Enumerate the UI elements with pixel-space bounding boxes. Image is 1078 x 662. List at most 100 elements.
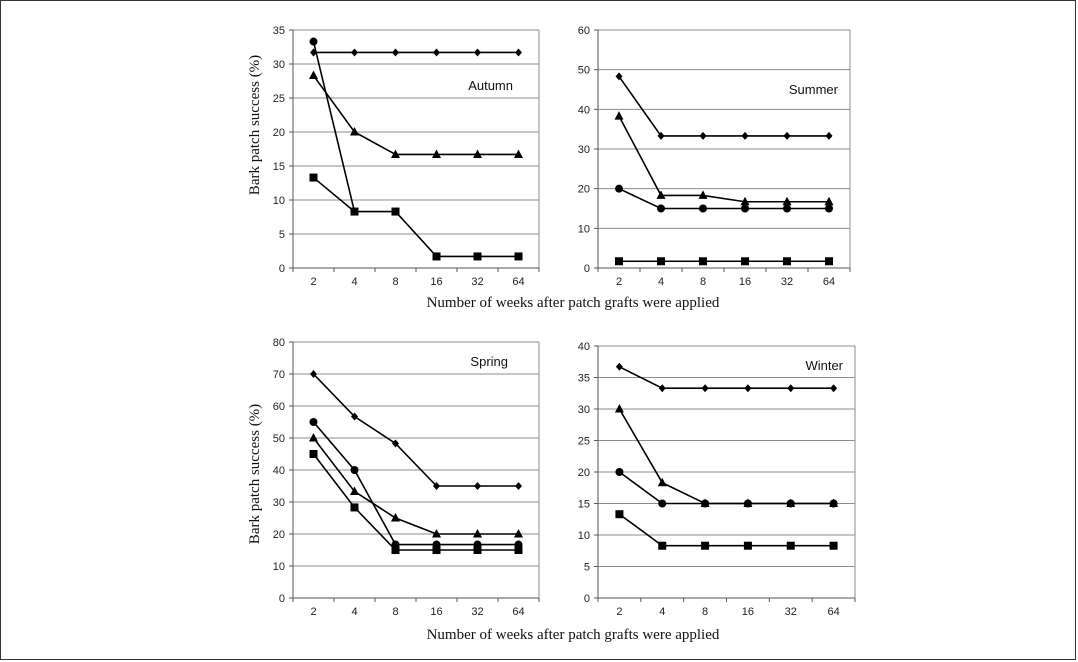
y-tick-label: 40 <box>578 341 590 353</box>
x-tick-label: 32 <box>781 276 793 288</box>
series-square <box>615 257 833 266</box>
data-point-circle <box>825 204 833 213</box>
series-diamond <box>615 362 838 393</box>
y-tick-label: 35 <box>273 25 285 37</box>
x-tick-label: 2 <box>310 606 316 618</box>
series-triangle <box>614 404 839 507</box>
x-tick-label: 4 <box>351 276 357 288</box>
data-point-square <box>514 546 523 554</box>
data-point-square <box>391 546 400 554</box>
series-circle <box>615 184 833 213</box>
x-tick-label: 2 <box>310 276 316 288</box>
series-square <box>615 510 838 550</box>
data-point-diamond <box>830 384 838 393</box>
y-tick-label: 80 <box>273 337 285 349</box>
data-point-circle <box>350 466 359 474</box>
data-point-triangle <box>473 149 482 158</box>
data-point-square <box>391 207 400 216</box>
x-tick-label: 16 <box>430 276 442 288</box>
data-point-triangle <box>432 529 441 538</box>
series-line <box>618 471 834 505</box>
x-tick-label: 8 <box>392 276 398 288</box>
series-square <box>309 450 523 554</box>
x-tick-label: 4 <box>658 276 664 288</box>
data-point-diamond <box>787 384 795 393</box>
data-point-square <box>783 257 791 266</box>
series-line <box>312 176 519 258</box>
data-point-circle <box>658 499 667 508</box>
data-point-triangle <box>473 529 482 538</box>
series-triangle <box>614 111 834 206</box>
data-point-square <box>514 252 523 261</box>
season-title: Autumn <box>468 78 513 93</box>
y-tick-label: 10 <box>273 561 285 573</box>
y-tick-label: 20 <box>578 184 590 196</box>
data-point-square <box>615 510 624 519</box>
data-point-square <box>432 252 441 261</box>
data-point-triangle <box>391 513 400 522</box>
data-point-triangle <box>309 70 318 80</box>
data-point-circle <box>701 499 710 508</box>
data-point-diamond <box>433 482 440 490</box>
y-tick-label: 40 <box>273 465 285 477</box>
data-point-diamond <box>657 131 665 140</box>
data-point-diamond <box>615 362 623 371</box>
data-point-square <box>701 541 710 550</box>
data-point-diamond <box>699 131 707 140</box>
data-point-square <box>658 541 667 550</box>
series-diamond <box>310 48 522 57</box>
data-point-triangle <box>614 111 624 120</box>
y-tick-label: 30 <box>273 497 285 509</box>
y-tick-label: 0 <box>584 593 590 605</box>
data-point-diamond <box>392 439 399 448</box>
data-point-square <box>829 541 838 550</box>
y-tick-label: 50 <box>578 65 590 77</box>
x-tick-label: 64 <box>512 606 524 618</box>
data-point-square <box>825 257 833 266</box>
series-line <box>312 75 519 156</box>
data-point-square <box>786 541 795 550</box>
data-point-triangle <box>657 477 667 487</box>
data-point-circle <box>743 499 752 508</box>
data-point-triangle <box>514 149 523 158</box>
data-point-square <box>350 207 359 216</box>
chart-summer: 0 10 20 30 40 50 60 2 4 8 16 32 64 Summer <box>578 25 851 288</box>
y-tick-label: 70 <box>273 369 285 381</box>
y-tick-label: 5 <box>584 562 590 574</box>
data-point-square <box>699 257 707 266</box>
series-triangle <box>309 433 523 538</box>
series-line <box>618 408 834 505</box>
data-point-circle <box>699 204 707 213</box>
y-tick-label: 60 <box>273 401 285 413</box>
series-line <box>312 421 519 546</box>
y-tick-label: 20 <box>273 127 285 139</box>
x-tick-label: 64 <box>823 276 835 288</box>
data-point-diamond <box>515 482 522 490</box>
data-point-diamond <box>310 370 317 378</box>
season-title: Spring <box>470 354 508 369</box>
data-point-triangle <box>824 196 834 206</box>
x-tick-label: 16 <box>742 606 754 618</box>
series-line <box>618 187 829 210</box>
season-title: Summer <box>789 82 839 97</box>
x-tick-label: 8 <box>700 276 706 288</box>
x-tick-label: 16 <box>430 606 442 618</box>
data-point-square <box>741 257 749 266</box>
series-line <box>312 437 519 535</box>
data-point-diamond <box>783 131 791 140</box>
y-tick-label: 30 <box>273 59 285 71</box>
data-point-square <box>615 257 623 266</box>
y-tick-label: 30 <box>578 404 590 416</box>
series-line <box>618 115 829 203</box>
x-tick-label: 2 <box>616 606 622 618</box>
x-tick-label: 16 <box>739 276 751 288</box>
x-tick-label: 64 <box>512 276 524 288</box>
data-point-triangle <box>782 196 792 206</box>
data-point-circle <box>615 184 623 193</box>
data-point-diamond <box>351 48 358 57</box>
y-axis-label-top: Bark patch success (%) <box>247 55 263 195</box>
data-point-square <box>657 257 665 266</box>
data-point-triangle <box>656 190 666 199</box>
